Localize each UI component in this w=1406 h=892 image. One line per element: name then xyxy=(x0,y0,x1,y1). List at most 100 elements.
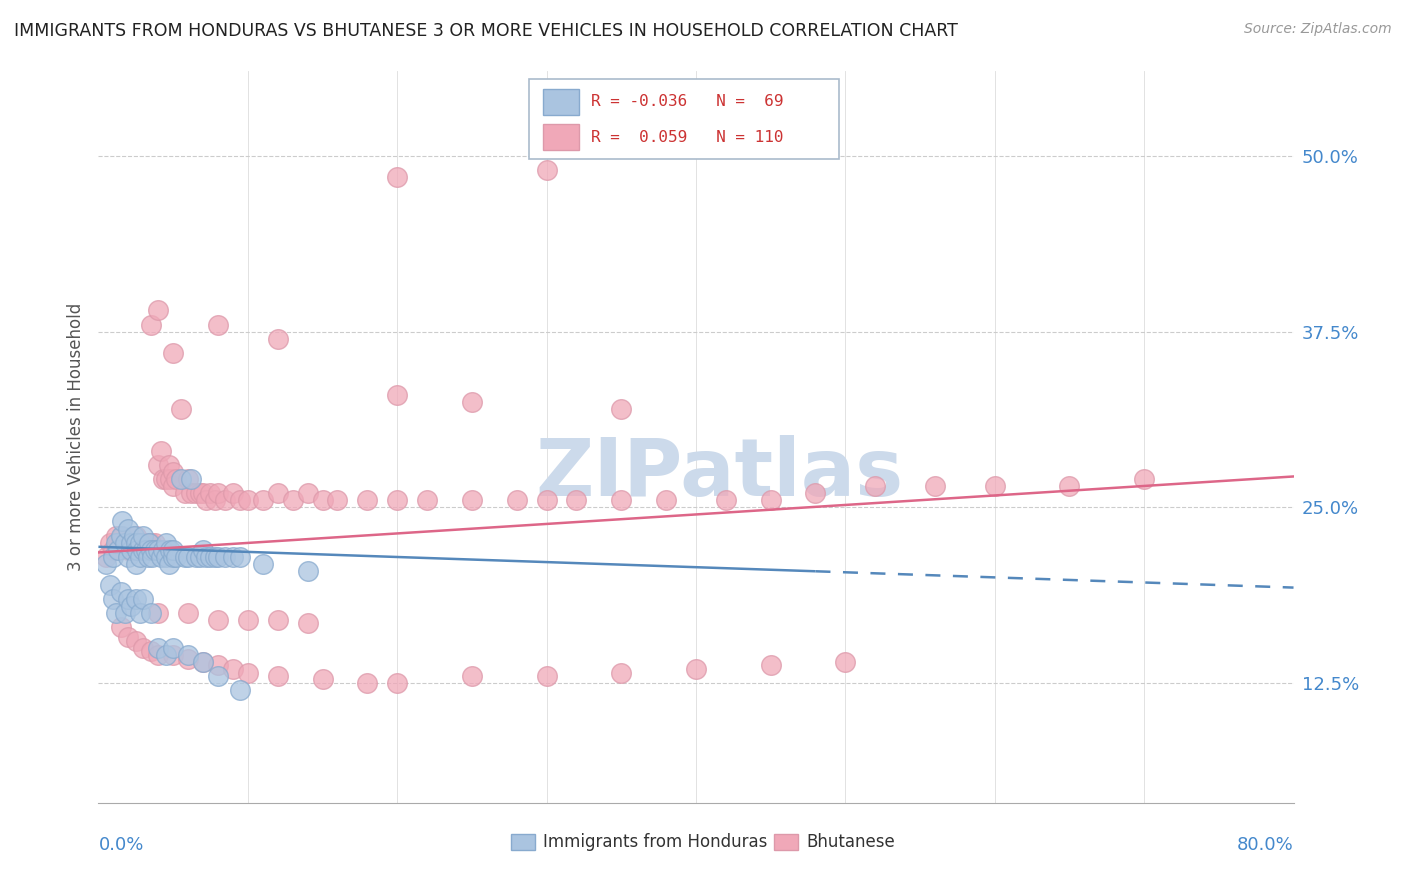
Point xyxy=(138,535,160,549)
Point xyxy=(162,549,184,564)
Point xyxy=(207,657,229,672)
Text: R = -0.036   N =  69: R = -0.036 N = 69 xyxy=(591,94,783,109)
Point xyxy=(506,493,529,508)
Point xyxy=(124,535,146,549)
Point xyxy=(117,535,139,549)
Point xyxy=(229,683,252,698)
Point xyxy=(356,676,378,690)
Point xyxy=(188,549,211,564)
Point xyxy=(174,549,197,564)
Y-axis label: 3 or more Vehicles in Household: 3 or more Vehicles in Household xyxy=(66,303,84,571)
FancyBboxPatch shape xyxy=(773,834,797,850)
FancyBboxPatch shape xyxy=(529,78,839,159)
Point xyxy=(125,542,148,557)
Point xyxy=(105,535,128,549)
Point xyxy=(1133,472,1156,486)
Point xyxy=(143,542,166,557)
Point xyxy=(148,458,170,473)
Point xyxy=(207,549,229,564)
Point xyxy=(132,542,155,557)
Point xyxy=(236,613,259,627)
Point xyxy=(536,493,558,508)
Point xyxy=(139,318,162,332)
Point xyxy=(204,549,226,564)
Point xyxy=(129,549,152,564)
Point xyxy=(98,578,122,592)
Point xyxy=(114,535,136,549)
Point xyxy=(222,486,245,500)
Point xyxy=(135,542,157,557)
Point xyxy=(610,493,633,508)
Text: 0.0%: 0.0% xyxy=(98,836,143,854)
Point xyxy=(132,528,155,542)
Point xyxy=(120,599,142,613)
Point xyxy=(461,395,484,409)
Text: IMMIGRANTS FROM HONDURAS VS BHUTANESE 3 OR MORE VEHICLES IN HOUSEHOLD CORRELATIO: IMMIGRANTS FROM HONDURAS VS BHUTANESE 3 … xyxy=(14,22,957,40)
Point xyxy=(148,303,170,318)
Point xyxy=(610,666,633,681)
Point xyxy=(191,655,214,669)
Point xyxy=(236,493,259,508)
Point xyxy=(94,557,117,571)
Point xyxy=(222,549,245,564)
Point xyxy=(124,528,146,542)
Point xyxy=(162,542,184,557)
Point xyxy=(214,493,236,508)
Point xyxy=(110,535,132,549)
Point xyxy=(127,542,149,557)
Point xyxy=(155,535,177,549)
Point xyxy=(267,669,290,683)
Point xyxy=(162,479,184,493)
Point xyxy=(204,493,226,508)
Point xyxy=(191,486,214,500)
Point xyxy=(177,606,200,620)
Point xyxy=(356,493,378,508)
Point xyxy=(461,669,484,683)
Point xyxy=(565,493,588,508)
Point xyxy=(155,472,177,486)
Point xyxy=(132,535,155,549)
Point xyxy=(207,613,229,627)
Point xyxy=(984,479,1007,493)
Text: Source: ZipAtlas.com: Source: ZipAtlas.com xyxy=(1244,22,1392,37)
Point xyxy=(125,634,148,648)
Point xyxy=(177,652,200,666)
Point xyxy=(184,486,207,500)
Point xyxy=(152,542,174,557)
Point xyxy=(138,535,160,549)
Point xyxy=(125,528,148,542)
Point xyxy=(297,564,319,578)
Point xyxy=(141,549,163,564)
Point xyxy=(207,669,229,683)
Point xyxy=(759,493,782,508)
Point xyxy=(222,662,245,676)
Point xyxy=(326,493,349,508)
Point xyxy=(120,535,142,549)
Point xyxy=(267,332,290,346)
Point xyxy=(103,542,125,557)
Point xyxy=(169,401,191,416)
Point xyxy=(297,615,319,630)
Point xyxy=(174,486,197,500)
Point xyxy=(148,641,170,656)
Point xyxy=(135,535,157,549)
Point xyxy=(177,549,200,564)
Point xyxy=(685,662,707,676)
Point xyxy=(180,486,202,500)
Point xyxy=(110,584,132,599)
Point xyxy=(191,655,214,669)
Point xyxy=(139,644,162,658)
Point xyxy=(165,549,187,564)
Point xyxy=(385,388,409,402)
Point xyxy=(105,606,128,620)
Point xyxy=(191,542,214,557)
Point xyxy=(804,486,827,500)
Point xyxy=(127,535,149,549)
Point xyxy=(714,493,737,508)
Point xyxy=(103,549,125,564)
Point xyxy=(157,458,180,473)
Point xyxy=(195,549,218,564)
Point xyxy=(385,676,409,690)
Point xyxy=(129,606,152,620)
Point xyxy=(148,606,170,620)
